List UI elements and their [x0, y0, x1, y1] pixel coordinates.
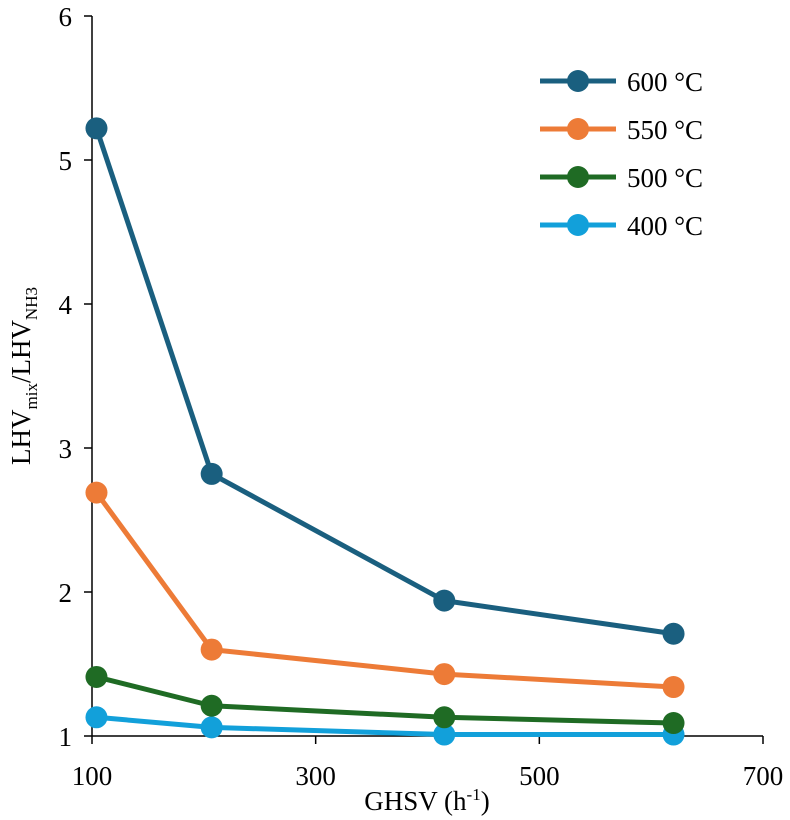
series-1 [85, 481, 685, 699]
legend-marker [567, 70, 589, 92]
series-line [96, 714, 674, 738]
y-axis-label-separator: /LHV [6, 320, 36, 383]
y-tick-label: 6 [59, 2, 73, 32]
legend-item: 500 °C [540, 163, 703, 193]
data-point [200, 694, 223, 717]
series-line [94, 127, 674, 637]
data-point [662, 676, 685, 699]
x-axis-label-superscript: -1 [467, 785, 481, 804]
y-tick-label: 1 [59, 722, 73, 752]
series-0 [85, 117, 685, 645]
series-line [94, 491, 674, 690]
y-tick-label: 2 [59, 578, 73, 608]
x-axis-label-end: ) [481, 786, 490, 816]
data-point [433, 589, 456, 612]
legend: 600 °C 550 °C 500 °C 400 °C [540, 67, 703, 241]
y-tick-label: 5 [59, 146, 73, 176]
x-axis-label: GHSV (h-1) [364, 785, 489, 816]
data-point [200, 716, 223, 739]
y-axis-label-subscript-nh3: NH3 [22, 287, 41, 320]
data-point [85, 665, 108, 688]
x-tick-label: 500 [519, 761, 560, 791]
data-point [662, 712, 685, 735]
y-tick-label: 3 [59, 434, 73, 464]
x-tick-label: 100 [72, 761, 113, 791]
data-point [85, 481, 108, 504]
y-ticks: 1 2 3 4 5 6 [59, 2, 92, 752]
data-point [433, 723, 456, 746]
legend-item: 550 °C [540, 115, 703, 145]
legend-marker [567, 214, 589, 236]
series-2 [85, 665, 685, 735]
legend-item: 400 °C [540, 211, 703, 241]
legend-label: 550 °C [627, 115, 703, 145]
series-layer [85, 117, 685, 746]
data-point [662, 622, 685, 645]
data-point [200, 638, 223, 661]
x-tick-label: 300 [295, 761, 336, 791]
legend-marker [567, 166, 589, 188]
series-line [95, 674, 674, 726]
legend-label: 400 °C [627, 211, 703, 241]
legend-label: 600 °C [627, 67, 703, 97]
legend-marker [567, 118, 589, 140]
x-tick-label: 700 [743, 761, 784, 791]
legend-item: 600 °C [540, 67, 703, 97]
data-point [433, 706, 456, 729]
data-point [433, 663, 456, 686]
y-axis-label-subscript-mix: mix [22, 383, 41, 410]
data-point [200, 462, 223, 485]
x-ticks: 100 300 500 700 [72, 736, 784, 791]
data-point [85, 117, 108, 140]
y-axis-label: LHVmix/LHVNH3 [6, 287, 41, 465]
data-point [85, 706, 108, 729]
legend-label: 500 °C [627, 163, 703, 193]
y-tick-label: 4 [59, 290, 73, 320]
